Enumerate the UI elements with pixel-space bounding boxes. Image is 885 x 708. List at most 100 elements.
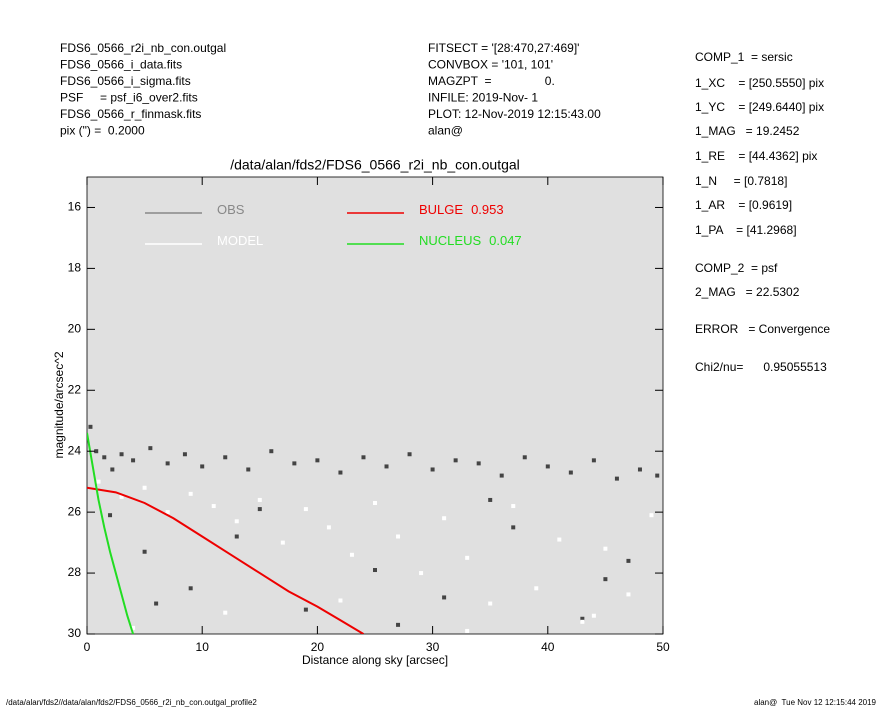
header-middle-line: MAGZPT = 0. [428, 74, 555, 88]
data-point [292, 461, 297, 466]
chart-title: /data/alan/fds2/FDS6_0566_r2i_nb_con.out… [230, 157, 520, 173]
profile-line [87, 486, 364, 634]
data-point [303, 507, 308, 512]
header-middle-line: PLOT: 12-Nov-2019 12:15:43.00 [428, 107, 601, 121]
data-point [165, 510, 170, 515]
data-point [603, 577, 608, 582]
data-point [108, 513, 113, 518]
data-point [637, 467, 642, 472]
fit-parameter: COMP_2 = psf [695, 261, 778, 275]
data-point [257, 507, 262, 512]
x-axis-label: Distance along sky [arcsec] [302, 653, 448, 667]
data-point [148, 446, 153, 451]
data-point [488, 497, 493, 502]
header-middle-line: INFILE: 2019-Nov- 1 [428, 91, 538, 105]
legend-name: NUCLEUS [419, 233, 481, 248]
data-point [257, 497, 262, 502]
data-point [476, 461, 481, 466]
data-point [96, 479, 101, 484]
header-left-line: FDS6_0566_r2i_nb_con.outgal [60, 41, 226, 55]
data-point [522, 455, 527, 460]
fit-parameter: 1_PA = [41.2968] [695, 223, 797, 237]
data-point [119, 452, 124, 457]
data-point [142, 485, 147, 490]
data-point [338, 470, 343, 475]
plot-content [87, 424, 660, 634]
data-point [580, 619, 585, 624]
data-point [384, 464, 389, 469]
data-point [626, 592, 631, 597]
data-point [511, 504, 516, 509]
legend-name: BULGE [419, 202, 463, 217]
data-point [131, 458, 136, 463]
data-point [591, 613, 596, 618]
x-tick-label: 10 [196, 640, 210, 654]
y-tick-label: 26 [68, 504, 82, 518]
data-point [211, 504, 216, 509]
data-point [453, 458, 458, 463]
header-middle-line: FITSECT = '[28:470,27:469]' [428, 41, 579, 55]
footer-stamp: alan@ Tue Nov 12 12:15:44 2019 [754, 698, 877, 707]
data-point [580, 616, 585, 621]
data-point [534, 586, 539, 591]
data-point [465, 628, 470, 633]
data-point [545, 464, 550, 469]
header-middle-line: alan@ [428, 124, 463, 138]
data-point [396, 534, 401, 539]
data-point [326, 525, 331, 530]
data-point [200, 464, 205, 469]
fit-parameter: 1_YC = [249.6440] pix [695, 100, 824, 114]
data-point [591, 458, 596, 463]
data-point [338, 598, 343, 603]
data-point [603, 546, 608, 551]
data-point [246, 467, 251, 472]
data-point [154, 601, 159, 606]
data-point [568, 470, 573, 475]
fit-parameter: 1_N = [0.7818] [695, 174, 787, 188]
data-point [349, 552, 354, 557]
data-point [102, 455, 107, 460]
fit-parameter: 1_XC = [250.5550] pix [695, 76, 824, 90]
data-point [614, 476, 619, 481]
x-tick-label: 0 [84, 640, 91, 654]
header-left-line: FDS6_0566_r_finmask.fits [60, 107, 201, 121]
data-point [511, 525, 516, 530]
x-tick-label: 40 [541, 640, 555, 654]
profile-line [87, 432, 135, 634]
plot-area [86, 176, 664, 635]
header-left-line: FDS6_0566_i_sigma.fits [60, 74, 191, 88]
header-left-line: PSF = psf_i6_over2.fits [60, 91, 198, 105]
y-tick-label: 30 [68, 626, 82, 640]
data-point [626, 558, 631, 563]
data-point [280, 540, 285, 545]
footer-path: /data/alan/fds2//data/alan/fds2/FDS6_056… [6, 698, 257, 707]
legend-label: MODEL [217, 233, 263, 248]
data-point [655, 473, 660, 478]
data-point [315, 458, 320, 463]
header-middle-line: CONVBOX = '101, 101' [428, 58, 553, 72]
data-point [119, 494, 124, 499]
data-point [303, 607, 308, 612]
data-point [188, 586, 193, 591]
y-tick-label: 18 [68, 261, 82, 275]
legend-name: MODEL [217, 233, 263, 248]
data-point [442, 516, 447, 521]
legend-fraction: 0.047 [489, 233, 522, 248]
data-point [165, 461, 170, 466]
header-left-line: pix (") = 0.2000 [60, 124, 145, 138]
data-point [142, 549, 147, 554]
data-point [361, 455, 366, 460]
data-point [94, 449, 99, 454]
y-tick-label: 28 [68, 565, 82, 579]
data-point [419, 571, 424, 576]
y-tick-label: 24 [68, 443, 82, 457]
data-point [430, 467, 435, 472]
data-point [557, 537, 562, 542]
data-point [234, 519, 239, 524]
data-point [373, 568, 377, 573]
header-left-line: FDS6_0566_i_data.fits [60, 58, 182, 72]
data-point [110, 467, 115, 472]
y-axis-label: magnitude/arcsec^2 [52, 351, 66, 458]
data-point [488, 601, 493, 606]
